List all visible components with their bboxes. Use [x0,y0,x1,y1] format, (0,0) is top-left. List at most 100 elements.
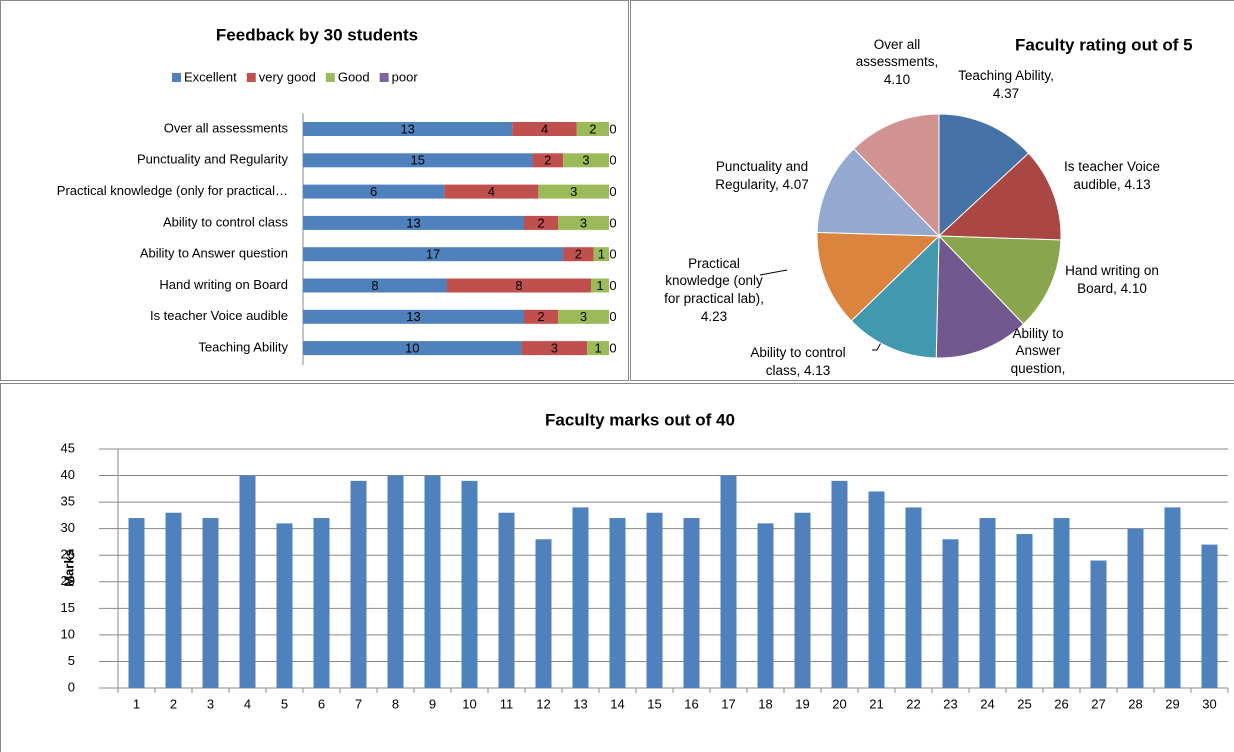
slice-label-text: Over all assessments4.10 [847,2,947,122]
x-tick-label: 16 [684,696,698,711]
bar [942,539,959,688]
x-tick-label: 15 [647,696,661,711]
y-tick-label: 5 [68,653,75,668]
bar [1164,507,1181,688]
slice-label-text: Ability to Answer question 4.17 [998,300,1078,381]
x-tick-label: 1 [133,696,140,711]
x-tick-label: 23 [943,696,957,711]
bar-segment [532,153,564,168]
label-block: Hand writing on Board4.10 [1052,262,1172,297]
data-label: 6 [370,184,377,199]
x-tick-label: 14 [610,696,624,711]
y-tick-label: 25 [61,547,75,562]
y-tick-label: Ability to Answer question [140,246,288,261]
slice-value: 4.23 [700,308,728,324]
bar [683,518,700,688]
y-tick-label: Ability to control class [163,214,288,229]
bar-segment [558,309,609,324]
slice-value: 4.13 [804,363,831,378]
slice-label: Over all assessments4.10 [847,2,947,122]
data-label: 2 [589,121,596,136]
data-label: 15 [411,153,425,168]
data-label: 13 [406,309,420,324]
data-label: 0 [609,309,616,324]
bar [1201,544,1218,688]
label-block: Ability to Answer question 4.17 [998,325,1078,381]
bar [498,512,515,688]
data-label: 0 [609,247,616,262]
data-label: 3 [551,341,558,356]
slice-value: 4.10 [1120,281,1147,296]
bar [202,518,219,688]
slice-label: Hand writing on Board4.10 [1052,220,1172,340]
x-tick-label: 29 [1165,696,1179,711]
data-label: 1 [594,341,601,356]
data-label: 8 [515,278,522,293]
bar [128,518,145,688]
slice-label: Ability to control class4.13 [750,345,845,378]
bar-segment [587,341,609,356]
legend-swatch [246,73,256,82]
data-label: 1 [596,278,603,293]
slice-value: 4.17 [1025,379,1051,381]
legend-swatch [172,73,181,82]
bar-segment [593,247,609,262]
bar [831,480,848,688]
data-label: 2 [537,215,544,230]
pie-slice [938,113,1030,238]
x-tick-label: 20 [832,696,846,711]
x-tick-label: 18 [758,696,772,711]
x-tick-label: 30 [1202,696,1216,711]
slice-label-text: Teaching Ability 4.37 [956,25,1056,145]
legend-label: Good [338,69,370,84]
bar [461,480,478,688]
bar [239,475,256,688]
data-label: 0 [609,121,616,136]
data-label: 4 [488,184,495,199]
label-block: Teaching Ability 4.37 [956,67,1056,102]
y-tick-label: 30 [61,520,75,535]
y-tick-label: Teaching Ability [198,340,288,355]
bar [350,480,367,688]
data-label: 17 [426,247,440,262]
x-tick-label: 11 [500,696,514,711]
bar [1016,533,1033,688]
x-tick-label: 9 [429,696,436,711]
x-tick-label: 13 [573,696,587,711]
y-tick-label: 15 [61,600,75,615]
bar [794,512,811,688]
data-label: 8 [371,278,378,293]
bar [276,523,293,688]
data-label: 0 [609,341,616,356]
bar-segment [576,122,609,136]
panel-border [630,0,1234,381]
x-tick-label: 7 [355,696,362,711]
slice-value: 4.07 [782,177,809,192]
y-tick-label: Is teacher Voice audible [150,308,288,323]
leader-line [759,269,788,276]
bar-segment [444,184,539,199]
y-axis-label: Marks [61,549,76,587]
y-tick-label: 40 [61,467,75,482]
x-tick-label: 5 [281,696,288,711]
x-tick-label: 4 [244,696,251,711]
bar [1090,560,1107,688]
bar-segment [558,215,609,230]
data-label: 2 [537,309,544,324]
bar-segment [447,278,591,293]
slice-category: Practical knowledge (only for practical … [664,256,764,306]
bar [1127,528,1144,688]
slice-label: Ability to Answer question 4.17 [998,300,1078,381]
slice-label-text: Is teacher Voice audible4.13 [1052,116,1172,236]
slice-label-text: Hand writing on Board4.10 [1052,220,1172,340]
label-block: Practical knowledge (only for practical … [664,255,764,325]
slice-category: Ability to Answer question [1011,326,1066,376]
bar-segment [303,215,524,230]
label-block: Is teacher Voice audible4.13 [1052,158,1172,193]
x-tick-label: 28 [1128,696,1142,711]
bar [572,507,589,688]
x-tick-label: 10 [462,696,476,711]
pie-slice [937,235,1062,325]
legend-label: Excellent [184,69,237,84]
data-label: 2 [575,247,582,262]
